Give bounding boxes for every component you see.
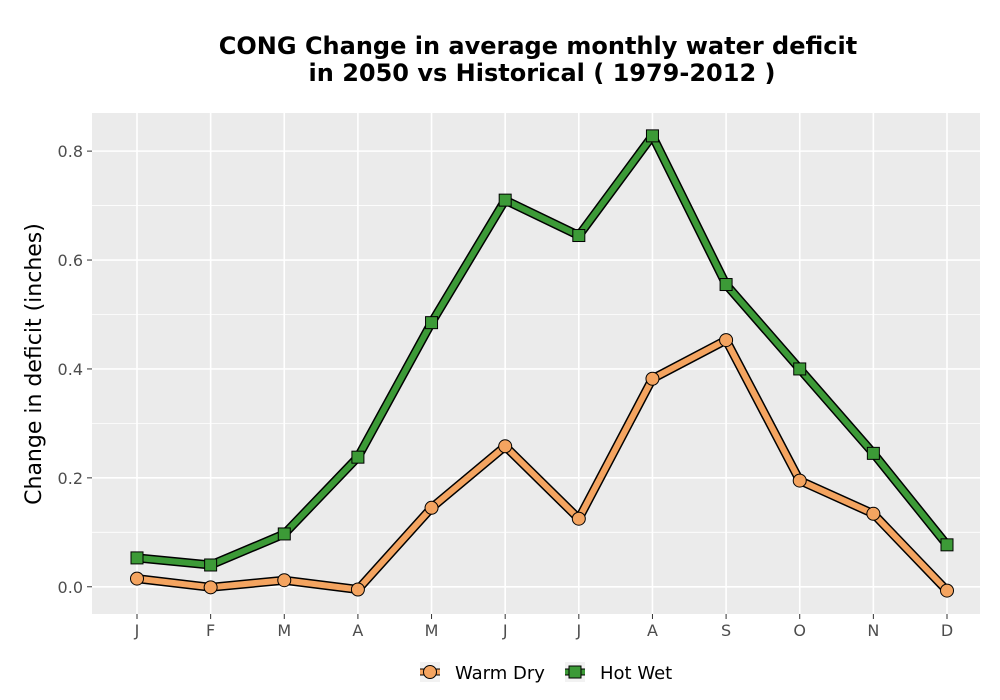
data-point <box>866 506 881 521</box>
x-tick-label: F <box>206 621 215 640</box>
legend-entry-hot-wet: Hot Wet <box>565 662 672 684</box>
y-tick-label: 0.4 <box>58 360 83 379</box>
x-tick-label: D <box>941 621 953 640</box>
chart-title-line-1: CONG Change in average monthly water def… <box>219 32 857 60</box>
data-point <box>940 583 954 598</box>
data-point <box>719 278 733 292</box>
data-point <box>277 527 291 541</box>
series-line <box>134 132 950 568</box>
data-point <box>424 500 439 515</box>
data-point <box>204 558 218 572</box>
legend-label: Hot Wet <box>600 663 672 684</box>
x-tick-label: A <box>352 621 363 640</box>
x-tick-label: J <box>134 621 140 640</box>
x-tick-label: J <box>575 621 581 640</box>
data-point <box>940 538 954 552</box>
data-point <box>277 573 292 588</box>
series-layer <box>130 129 954 598</box>
y-tick-label: 0.8 <box>58 142 83 161</box>
data-point <box>645 129 659 143</box>
data-point <box>130 571 144 586</box>
data-point <box>203 580 218 595</box>
data-point <box>866 446 880 460</box>
legend-key-marker <box>423 665 437 679</box>
series-hot-wet <box>130 129 954 572</box>
y-tick-label: 0.6 <box>58 251 83 270</box>
data-point <box>572 229 586 243</box>
data-point <box>498 193 512 207</box>
x-tick-label: J <box>502 621 508 640</box>
legend-key-marker <box>568 665 582 679</box>
series-warm-dry <box>130 333 954 598</box>
legend: Warm Dry Hot Wet <box>420 662 672 684</box>
chart-title-line-2: in 2050 vs Historical ( 1979-2012 ) <box>309 59 776 87</box>
legend-label: Warm Dry <box>455 663 545 684</box>
y-axis: 0.0 0.2 0.4 0.6 0.8 <box>58 142 92 597</box>
x-tick-label: M <box>425 621 439 640</box>
x-tick-label: A <box>647 621 658 640</box>
x-tick-label: S <box>721 621 731 640</box>
data-point <box>719 333 734 348</box>
data-point <box>351 450 365 464</box>
y-tick-label: 0.0 <box>58 578 83 597</box>
data-point <box>350 582 365 597</box>
x-tick-label: N <box>867 621 879 640</box>
y-axis-title: Change in deficit (inches) <box>22 223 47 505</box>
chart-title: CONG Change in average monthly water def… <box>219 32 857 87</box>
y-tick-label: 0.2 <box>58 469 83 488</box>
data-point <box>645 371 660 386</box>
data-point <box>498 439 513 454</box>
data-point <box>571 511 586 526</box>
legend-entry-warm-dry: Warm Dry <box>420 662 545 684</box>
series-line <box>134 337 950 594</box>
data-point <box>793 362 807 376</box>
x-tick-label: O <box>793 621 806 640</box>
plot-panel <box>92 113 980 614</box>
x-tick-label: M <box>277 621 291 640</box>
data-point <box>130 551 144 565</box>
data-point <box>425 316 439 330</box>
data-point <box>792 473 807 488</box>
